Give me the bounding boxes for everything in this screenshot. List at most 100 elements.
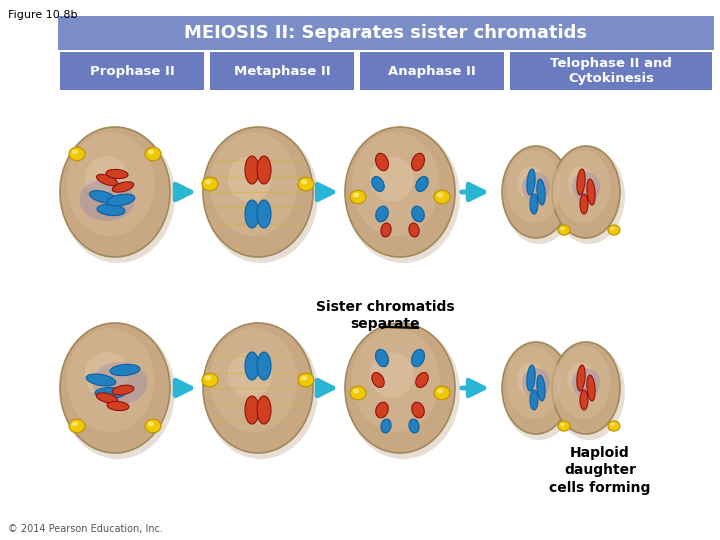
- Ellipse shape: [210, 132, 297, 236]
- Ellipse shape: [345, 127, 455, 257]
- Ellipse shape: [112, 385, 134, 395]
- Ellipse shape: [228, 156, 271, 202]
- Ellipse shape: [503, 344, 575, 440]
- Ellipse shape: [204, 325, 318, 459]
- Ellipse shape: [409, 223, 419, 237]
- Text: Prophase II: Prophase II: [89, 64, 174, 78]
- Ellipse shape: [610, 423, 615, 426]
- Ellipse shape: [353, 389, 359, 394]
- Ellipse shape: [610, 227, 615, 230]
- Ellipse shape: [107, 401, 129, 410]
- Ellipse shape: [370, 352, 414, 398]
- Ellipse shape: [556, 346, 611, 419]
- Text: Anaphase II: Anaphase II: [388, 64, 476, 78]
- Ellipse shape: [85, 352, 129, 398]
- FancyBboxPatch shape: [58, 16, 714, 50]
- Ellipse shape: [96, 393, 117, 403]
- Ellipse shape: [257, 352, 271, 380]
- Text: Metaphase II: Metaphase II: [234, 64, 330, 78]
- FancyBboxPatch shape: [360, 52, 504, 90]
- Ellipse shape: [376, 349, 388, 367]
- Ellipse shape: [530, 194, 538, 214]
- Ellipse shape: [204, 180, 211, 184]
- Ellipse shape: [346, 325, 460, 459]
- Ellipse shape: [434, 190, 450, 204]
- Ellipse shape: [204, 129, 318, 263]
- Ellipse shape: [89, 191, 117, 204]
- Ellipse shape: [552, 146, 620, 238]
- Ellipse shape: [148, 150, 154, 154]
- Ellipse shape: [412, 349, 424, 367]
- Ellipse shape: [517, 167, 544, 199]
- Ellipse shape: [107, 194, 135, 206]
- Ellipse shape: [527, 169, 535, 195]
- Ellipse shape: [60, 323, 170, 453]
- Ellipse shape: [350, 386, 366, 400]
- Ellipse shape: [558, 421, 570, 431]
- Ellipse shape: [345, 323, 455, 453]
- Ellipse shape: [298, 177, 314, 191]
- Ellipse shape: [69, 419, 85, 433]
- Text: Haploid
daughter
cells forming: Haploid daughter cells forming: [549, 446, 651, 495]
- Text: MEIOSIS II: Separates sister chromatids: MEIOSIS II: Separates sister chromatids: [184, 24, 588, 42]
- Ellipse shape: [522, 172, 550, 202]
- Ellipse shape: [245, 200, 259, 228]
- Text: Telophase II and
Cytokinesis: Telophase II and Cytokinesis: [550, 57, 672, 85]
- Ellipse shape: [502, 342, 570, 434]
- Ellipse shape: [370, 156, 414, 202]
- Ellipse shape: [580, 390, 588, 410]
- Ellipse shape: [257, 396, 271, 424]
- Ellipse shape: [530, 390, 538, 410]
- Ellipse shape: [86, 374, 116, 386]
- Ellipse shape: [245, 156, 259, 184]
- Ellipse shape: [552, 342, 620, 434]
- Ellipse shape: [572, 172, 600, 202]
- Ellipse shape: [351, 132, 440, 236]
- Ellipse shape: [558, 225, 570, 235]
- Ellipse shape: [381, 419, 391, 433]
- Ellipse shape: [577, 365, 585, 391]
- Ellipse shape: [72, 150, 78, 154]
- Ellipse shape: [412, 206, 424, 222]
- Ellipse shape: [301, 180, 307, 184]
- Ellipse shape: [97, 204, 125, 215]
- FancyBboxPatch shape: [210, 52, 354, 90]
- Ellipse shape: [502, 146, 570, 238]
- Ellipse shape: [412, 402, 424, 418]
- Ellipse shape: [537, 179, 545, 205]
- Ellipse shape: [567, 363, 595, 395]
- Ellipse shape: [415, 177, 428, 192]
- Ellipse shape: [381, 223, 391, 237]
- Ellipse shape: [577, 169, 585, 195]
- Ellipse shape: [257, 200, 271, 228]
- Ellipse shape: [257, 156, 271, 184]
- Ellipse shape: [145, 147, 161, 161]
- Ellipse shape: [61, 325, 175, 459]
- Ellipse shape: [145, 419, 161, 433]
- Ellipse shape: [228, 352, 271, 398]
- Ellipse shape: [376, 206, 388, 222]
- Ellipse shape: [60, 127, 170, 257]
- Ellipse shape: [202, 373, 218, 387]
- Ellipse shape: [66, 328, 155, 432]
- Ellipse shape: [301, 376, 307, 380]
- Ellipse shape: [72, 422, 78, 427]
- Ellipse shape: [587, 375, 595, 401]
- Ellipse shape: [204, 376, 211, 380]
- Text: Sister chromatids
separate: Sister chromatids separate: [315, 300, 454, 332]
- Ellipse shape: [372, 373, 384, 388]
- Ellipse shape: [437, 389, 444, 394]
- Ellipse shape: [376, 402, 388, 418]
- Ellipse shape: [112, 182, 134, 192]
- Ellipse shape: [522, 368, 550, 398]
- Ellipse shape: [245, 396, 259, 424]
- Ellipse shape: [203, 127, 313, 257]
- Ellipse shape: [351, 328, 440, 432]
- Ellipse shape: [210, 328, 297, 432]
- Ellipse shape: [553, 344, 625, 440]
- Ellipse shape: [202, 177, 218, 191]
- Text: Figure 10.8b: Figure 10.8b: [8, 10, 78, 20]
- Ellipse shape: [587, 179, 595, 205]
- Ellipse shape: [106, 170, 128, 179]
- Ellipse shape: [69, 147, 85, 161]
